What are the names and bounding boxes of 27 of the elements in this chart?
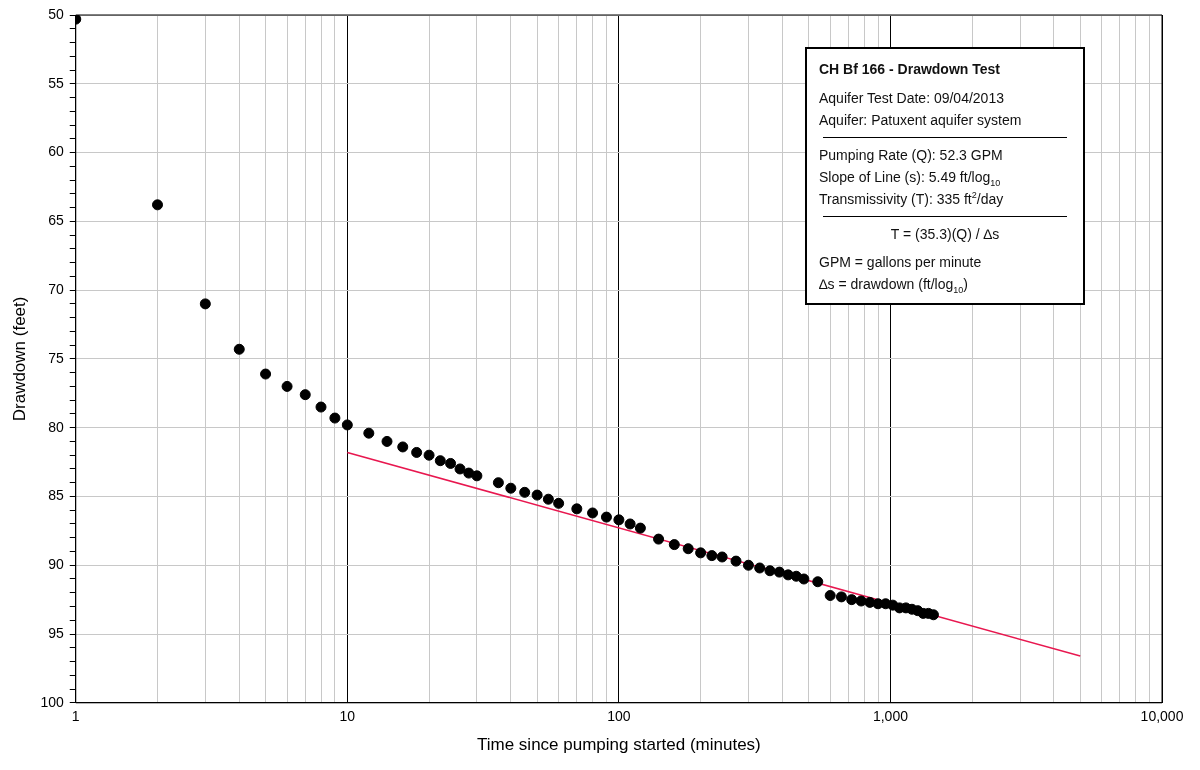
y-tick-label: 55 (48, 74, 64, 91)
y-tick-label: 60 (48, 143, 64, 160)
y-tick-label: 90 (48, 556, 64, 573)
x-tick-label: 100 (607, 708, 631, 725)
x-tick-label: 10,000 (1140, 708, 1184, 725)
y-tick-label: 80 (48, 418, 64, 435)
y-tick-label: 85 (48, 487, 64, 504)
annotation: Aquifer Test Date: 09/04/2013 (819, 89, 1005, 108)
annotation: GPM = gallons per minute (819, 253, 983, 272)
y-tick-label: 75 (48, 349, 64, 366)
y-tick-label: 100 (40, 693, 64, 710)
x-tick-label: 1 (71, 708, 80, 725)
x-tick-label: 1,000 (872, 708, 909, 725)
y-tick-label: 50 (48, 5, 64, 22)
y-tick-label: 70 (48, 280, 64, 297)
annotation: ∆s = drawdown (ft/log$_{10}$) (819, 275, 969, 295)
y-axis-title: Drawdown (feet) (9, 296, 29, 422)
chart-title: CH Bf 166 - Drawdown Test (819, 61, 1000, 77)
x-tick-label: 10 (339, 708, 356, 725)
y-tick-label: 65 (48, 212, 64, 229)
annotation: Slope of Line (s): 5.49 ft/log$_{10}$ (819, 168, 1002, 188)
y-tick-label: 95 (48, 624, 64, 641)
annotation: Pumping Rate (Q): 52.3 GPM (819, 146, 1004, 165)
annotation: T = (35.3)(Q) / ∆s (889, 225, 1001, 244)
x-axis-title: Time since pumping started (minutes) (477, 735, 761, 755)
annotation: Transmissivity (T): 335 ft$^{2}$/day (819, 189, 1005, 209)
annotation: Aquifer: Patuxent aquifer system (819, 111, 1023, 130)
